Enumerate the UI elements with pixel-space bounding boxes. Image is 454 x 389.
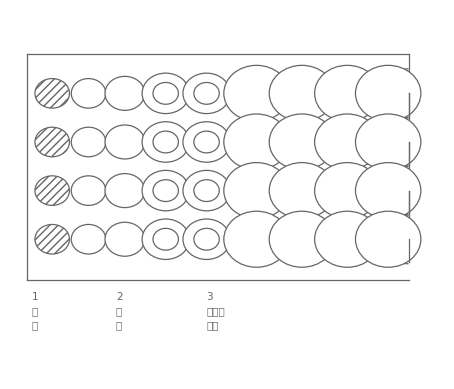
Circle shape [105,173,145,208]
Circle shape [269,163,335,219]
Circle shape [269,65,335,121]
Circle shape [71,127,106,157]
Circle shape [153,228,178,250]
Circle shape [71,224,106,254]
Text: 2
倒
角: 2 倒 角 [116,292,123,330]
Circle shape [71,79,106,108]
Circle shape [315,65,380,121]
Circle shape [35,176,69,205]
Circle shape [153,180,178,202]
Circle shape [224,211,289,267]
Circle shape [183,170,230,211]
Circle shape [355,114,421,170]
Circle shape [35,224,69,254]
Circle shape [142,122,189,162]
Circle shape [194,82,219,104]
Text: 1
冲
孔: 1 冲 孔 [32,292,39,330]
Circle shape [315,163,380,219]
Circle shape [315,114,380,170]
Circle shape [183,219,230,259]
Circle shape [355,65,421,121]
Circle shape [194,131,219,153]
Circle shape [153,82,178,104]
Circle shape [183,73,230,114]
Circle shape [142,170,189,211]
Circle shape [269,211,335,267]
Circle shape [224,114,289,170]
Circle shape [153,131,178,153]
Circle shape [183,122,230,162]
Circle shape [194,228,219,250]
Circle shape [71,176,106,205]
Circle shape [224,163,289,219]
Circle shape [142,73,189,114]
Circle shape [105,76,145,110]
Circle shape [269,114,335,170]
Circle shape [355,211,421,267]
Circle shape [224,65,289,121]
Circle shape [105,222,145,256]
Circle shape [35,127,69,157]
Circle shape [142,219,189,259]
Circle shape [355,163,421,219]
Text: 3
冲切、
落料: 3 冲切、 落料 [207,292,225,330]
Circle shape [105,125,145,159]
Circle shape [194,180,219,202]
Circle shape [35,79,69,108]
Circle shape [315,211,380,267]
